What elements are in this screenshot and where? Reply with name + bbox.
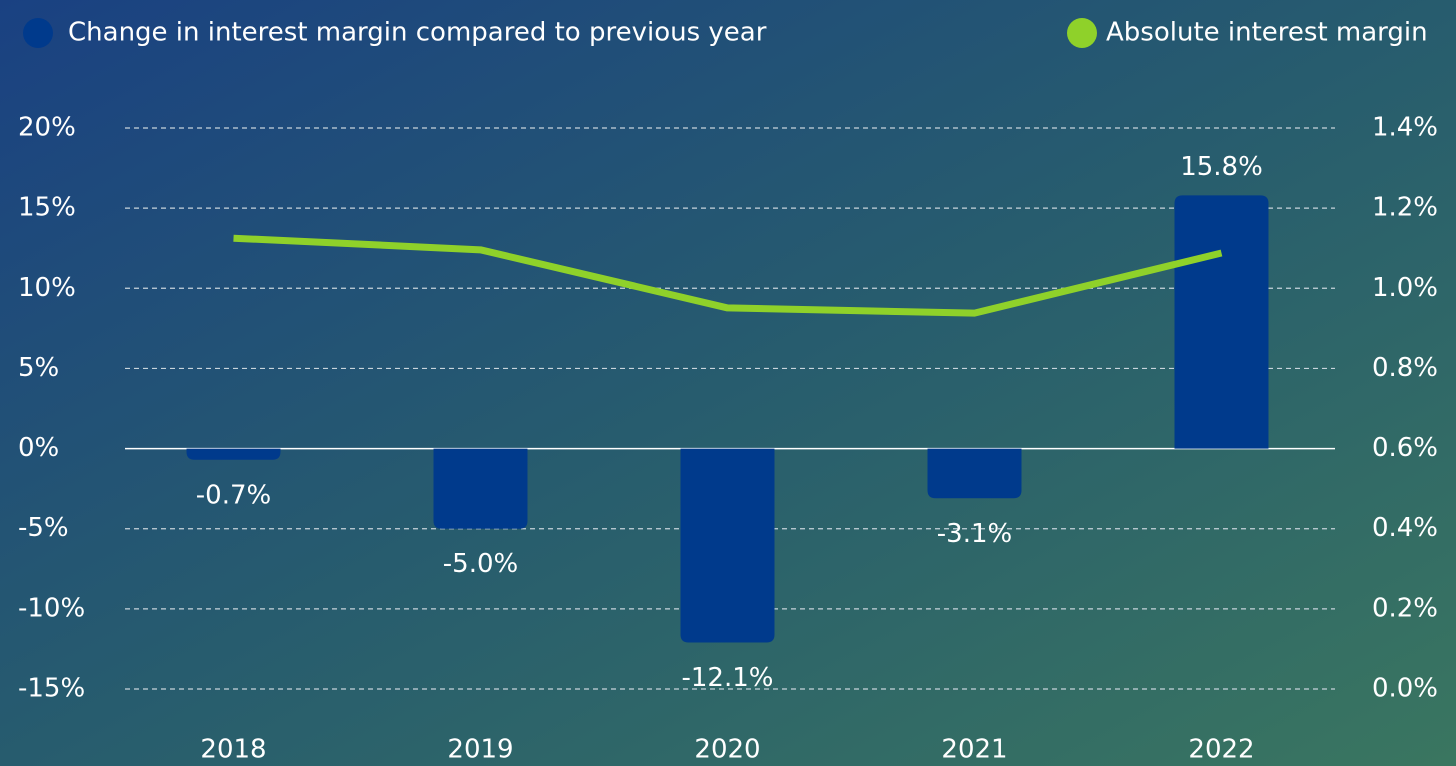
y-tick-label: 5% [18,353,59,383]
y2-tick-label: 1.4% [1372,113,1438,143]
x-tick-label: 2020 [694,735,760,765]
data-label: 15.8% [1180,152,1263,182]
y2-tick-label: 0.6% [1372,433,1438,463]
bar [186,448,281,460]
bar [680,448,775,643]
bar [1174,195,1269,449]
legend-label: Absolute interest margin [1106,18,1428,48]
y-tick-label: 0% [18,433,59,463]
data-label: -3.1% [937,519,1012,549]
legend-marker [1067,18,1097,48]
y-tick-label: -10% [18,593,85,623]
y-tick-label: 15% [18,193,76,223]
y-tick-label: -15% [18,674,85,704]
y2-tick-label: 0.4% [1372,513,1438,543]
x-tick-label: 2018 [200,735,266,765]
y2-tick-label: 1.0% [1372,273,1438,303]
x-tick-label: 2021 [941,735,1007,765]
data-label: -0.7% [196,480,271,510]
y2-tick-label: 0.0% [1372,674,1438,704]
x-tick-label: 2019 [447,735,513,765]
legend-label: Change in interest margin compared to pr… [68,18,767,48]
bar [433,448,528,529]
bar [927,448,1022,499]
y-tick-label: 20% [18,113,76,143]
data-label: -12.1% [682,663,774,693]
line [233,234,1223,317]
x-tick-label: 2022 [1188,735,1254,765]
y2-tick-label: 0.8% [1372,353,1438,383]
y2-tick-label: 0.2% [1372,593,1438,623]
y2-tick-label: 1.2% [1372,193,1438,223]
y-tick-label: 10% [18,273,76,303]
y-tick-label: -5% [18,513,69,543]
data-label: -5.0% [443,549,518,579]
legend-marker [23,18,53,48]
